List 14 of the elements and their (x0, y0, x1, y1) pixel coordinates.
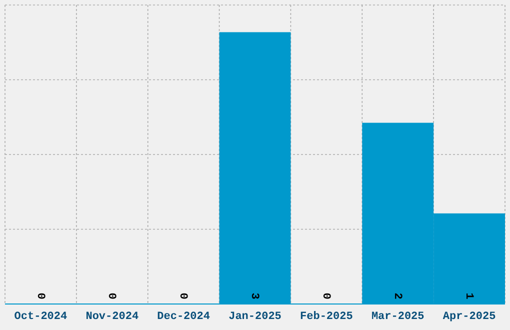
data-label: 0 (176, 292, 189, 300)
data-label: 2 (390, 292, 403, 300)
x-tick-label: Jan-2025 (228, 311, 282, 323)
data-label: 1 (462, 292, 474, 300)
x-tick-label: Feb-2025 (300, 311, 354, 323)
data-label: 0 (105, 292, 118, 300)
data-label: 0 (320, 292, 332, 300)
x-tick-label: Oct-2024 (14, 311, 68, 323)
data-label: 0 (34, 292, 46, 300)
x-tick-label: Nov-2024 (86, 311, 139, 323)
x-tick-label: Apr-2025 (442, 311, 496, 323)
data-label: 3 (248, 292, 260, 300)
x-tick-label: Dec-2024 (157, 311, 210, 323)
x-tick-label: Mar-2025 (371, 311, 425, 323)
